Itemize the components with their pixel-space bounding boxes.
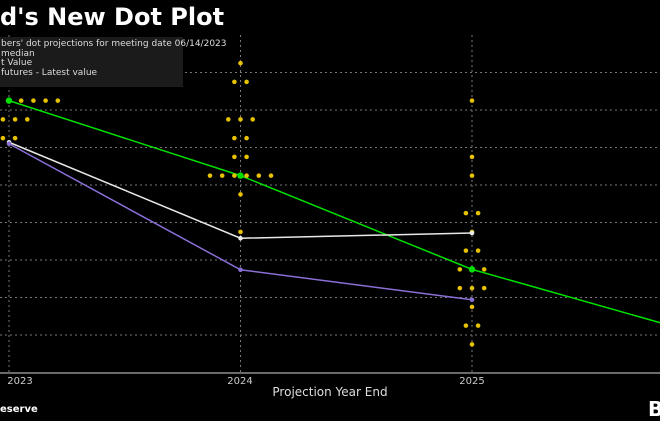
x-tick-2025: 2025 bbox=[459, 376, 485, 387]
dot-projection bbox=[469, 154, 475, 160]
dot-projection bbox=[232, 173, 237, 178]
dot-projection bbox=[0, 117, 6, 122]
dot-projection bbox=[244, 173, 249, 178]
dot-projection bbox=[226, 117, 231, 122]
dot-projection bbox=[232, 135, 237, 141]
dot-projection bbox=[43, 98, 48, 103]
brand-logo: B bbox=[648, 397, 660, 421]
dot-projection bbox=[469, 304, 475, 310]
dot-projection bbox=[25, 117, 30, 122]
source-label: eserve bbox=[0, 404, 38, 415]
dot-projection bbox=[55, 98, 61, 103]
dot-projection bbox=[469, 98, 475, 103]
x-axis-label: Projection Year End bbox=[272, 385, 388, 399]
dot-projection bbox=[256, 173, 262, 178]
dot-projection bbox=[244, 135, 249, 141]
dot-projection bbox=[469, 342, 475, 347]
dot-projection bbox=[475, 323, 481, 328]
x-tick-2023: 2023 bbox=[7, 376, 33, 387]
dot-projection bbox=[244, 79, 249, 85]
x-tick-2024: 2024 bbox=[227, 376, 253, 387]
series-point-futures-latest bbox=[238, 235, 243, 241]
legend: bers' dot projections for meeting date 0… bbox=[0, 37, 227, 87]
series-line-median bbox=[8, 99, 660, 324]
dot-projection bbox=[31, 98, 36, 103]
dot-projection bbox=[475, 248, 481, 253]
dot-projection bbox=[463, 323, 469, 328]
dot-projection bbox=[463, 210, 469, 216]
legend-item-current: t Value bbox=[1, 58, 33, 68]
dot-projection bbox=[475, 210, 481, 216]
dot-projection bbox=[457, 285, 463, 291]
series-point-futures-other bbox=[238, 267, 243, 273]
dot-projection bbox=[207, 173, 213, 178]
series-point-futures-other bbox=[6, 141, 12, 147]
dot-projection bbox=[18, 98, 24, 103]
dot-projection bbox=[481, 285, 487, 291]
dot-projection bbox=[244, 154, 249, 160]
series-point-futures-latest bbox=[469, 230, 475, 236]
dot-projection bbox=[12, 135, 18, 141]
dot-projection bbox=[238, 229, 243, 235]
series-point-median bbox=[237, 172, 244, 179]
series-point-median bbox=[468, 266, 476, 273]
series-point-median bbox=[5, 97, 13, 104]
legend-item-dots: bers' dot projections for meeting date 0… bbox=[1, 39, 227, 49]
dot-projection bbox=[238, 192, 243, 197]
dot-projection bbox=[232, 154, 237, 160]
dot-projection bbox=[457, 267, 463, 272]
dot-projection bbox=[238, 117, 243, 122]
dot-projection bbox=[469, 285, 475, 291]
dot-projection bbox=[12, 117, 18, 122]
dot-projection bbox=[0, 135, 6, 141]
dot-projection bbox=[463, 248, 469, 253]
series-point-futures-other bbox=[469, 297, 475, 303]
dot-projection bbox=[250, 117, 255, 122]
dot-projection bbox=[481, 267, 487, 272]
dot-projection bbox=[469, 173, 475, 178]
dot-projection bbox=[219, 173, 225, 178]
dot-projection bbox=[238, 60, 243, 66]
dot-projection bbox=[232, 79, 237, 85]
legend-item-futures: futures - Latest value bbox=[1, 67, 98, 78]
chart-title: d's New Dot Plot bbox=[0, 3, 225, 31]
legend-item-median: median bbox=[1, 48, 35, 59]
dot-projection bbox=[268, 173, 274, 178]
